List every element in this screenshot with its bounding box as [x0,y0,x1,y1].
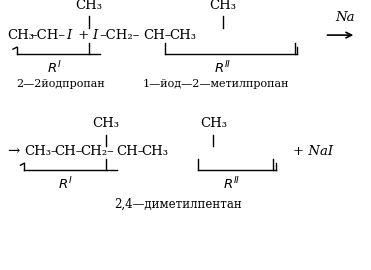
Text: $R^{I}$: $R^{I}$ [58,175,72,192]
Text: CH₃: CH₃ [169,29,196,42]
Text: CH–: CH– [116,145,144,158]
Text: →: → [7,144,20,158]
Text: CH–: CH– [55,145,83,158]
Text: CH–: CH– [143,29,171,42]
Text: 2,4—диметилпентан: 2,4—диметилпентан [114,197,242,210]
Text: 2—2йодпропан: 2—2йодпропан [17,79,105,89]
Text: CH₃: CH₃ [7,29,35,42]
Text: + NaI: + NaI [293,145,333,158]
Text: Na: Na [335,11,355,24]
Text: CH₃: CH₃ [141,145,168,158]
Text: 1—йод—2—метилпропан: 1—йод—2—метилпропан [143,79,289,89]
Text: CH₃: CH₃ [76,0,102,12]
Text: CH₃: CH₃ [92,117,119,130]
Text: $R^{II}$: $R^{II}$ [214,59,231,76]
Text: I: I [92,29,97,42]
Text: CH₃–: CH₃– [24,145,58,158]
Text: CH₃: CH₃ [200,117,227,130]
Text: $R^{I}$: $R^{I}$ [46,59,61,76]
Text: CH₂–: CH₂– [80,145,114,158]
Text: CH₃: CH₃ [209,0,236,12]
Text: –CH₂–: –CH₂– [99,29,140,42]
Text: $R^{II}$: $R^{II}$ [223,175,240,192]
Text: +: + [74,29,94,42]
Text: –CH–: –CH– [30,29,65,42]
Text: I: I [66,29,71,42]
